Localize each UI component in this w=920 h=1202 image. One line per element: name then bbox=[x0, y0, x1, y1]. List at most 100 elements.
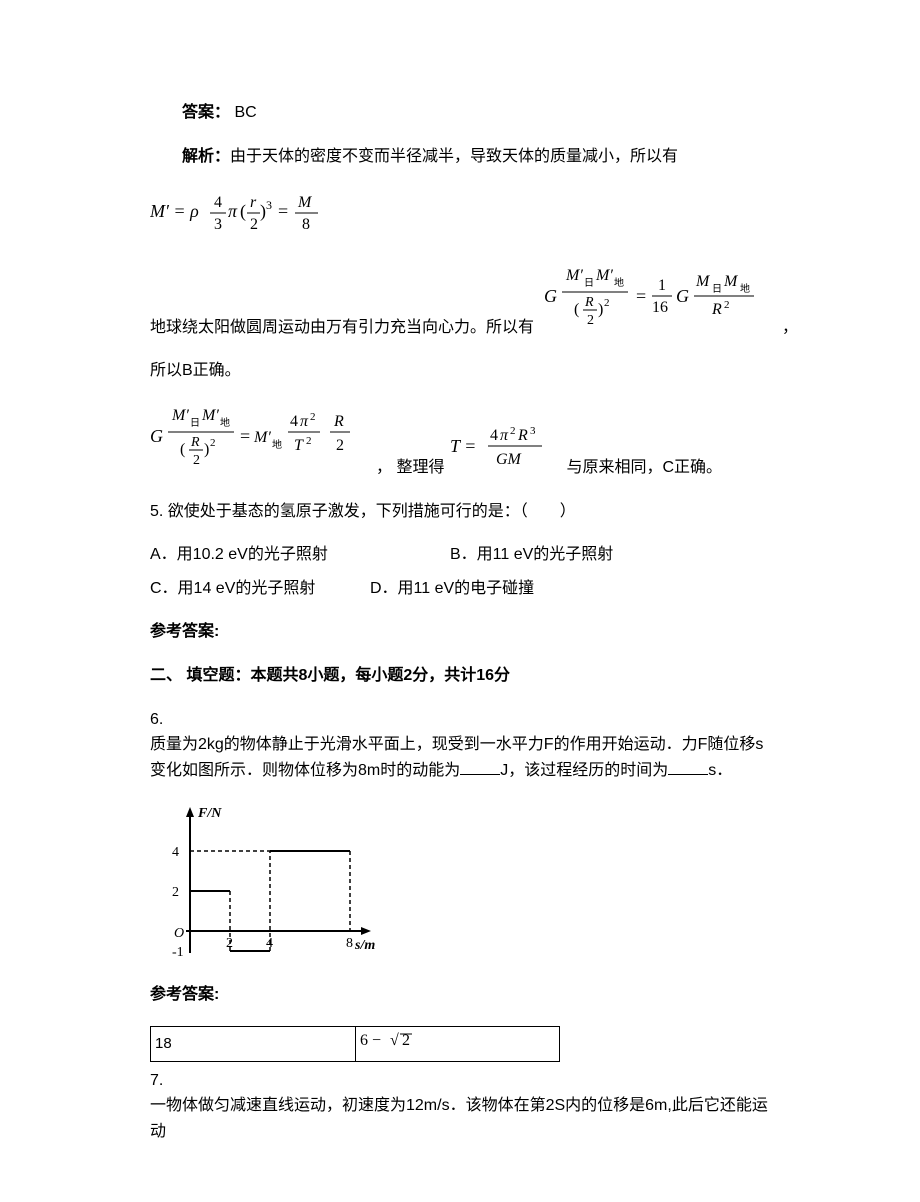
svg-text:GM: GM bbox=[496, 451, 523, 468]
svg-text:2: 2 bbox=[306, 435, 312, 447]
svg-text:T =: T = bbox=[450, 436, 476, 456]
ref-ans-2: 参考答案: bbox=[150, 982, 770, 1008]
svg-text:M: M bbox=[297, 194, 313, 211]
svg-text:3: 3 bbox=[266, 198, 272, 212]
svg-text:3: 3 bbox=[214, 216, 222, 233]
svg-text:(: ( bbox=[180, 441, 185, 458]
svg-text:R: R bbox=[711, 301, 722, 318]
svg-text:2: 2 bbox=[310, 411, 316, 423]
svg-text:G: G bbox=[150, 426, 163, 446]
svg-text:F/N: F/N bbox=[197, 806, 222, 821]
svg-text:π: π bbox=[300, 413, 309, 430]
q5-stem: 5. 欲使处于基态的氢原子激发，下列措施可行的是：（ ） bbox=[150, 499, 770, 525]
svg-text:): ) bbox=[204, 441, 209, 458]
answer-table: 18 6 − √ 2 bbox=[150, 1026, 560, 1062]
svg-text:G: G bbox=[676, 286, 689, 306]
gravity-post: 所以B正确。 bbox=[150, 358, 770, 384]
svg-text:M: M bbox=[695, 273, 711, 290]
svg-text:2: 2 bbox=[193, 453, 200, 468]
svg-text:-1: -1 bbox=[172, 945, 184, 960]
svg-text:8: 8 bbox=[302, 216, 310, 233]
gravity-pre: 地球绕太阳做圆周运动由万有引力充当向心力。所以有 bbox=[150, 315, 534, 341]
svg-text:π: π bbox=[500, 427, 509, 444]
deriv-end: 与原来相同，C正确。 bbox=[566, 455, 722, 481]
q6-blank-1 bbox=[460, 759, 500, 775]
formula-gravity: G M′ 日 M′ 地 ( R 2 ) 2 = 1 16 G M 日 M 地 R bbox=[544, 262, 774, 341]
svg-text:R: R bbox=[190, 435, 200, 450]
formula-deriv-right: T = 4 π 2 R 3 GM bbox=[450, 420, 560, 481]
q6-text-c: s． bbox=[708, 762, 732, 779]
svg-text:日: 日 bbox=[584, 278, 594, 289]
svg-text:2: 2 bbox=[402, 1032, 410, 1049]
ref-ans-1: 参考答案: bbox=[150, 619, 770, 645]
svg-text:2: 2 bbox=[510, 425, 516, 437]
svg-text:M′: M′ bbox=[253, 429, 271, 446]
svg-text:地: 地 bbox=[614, 276, 624, 289]
deriv-mid: ， 整理得 bbox=[376, 455, 444, 481]
svg-text:2: 2 bbox=[604, 297, 610, 309]
svg-text:): ) bbox=[598, 301, 603, 318]
q6-num: 6. bbox=[150, 707, 770, 733]
answer-line: 答案： BC bbox=[150, 100, 770, 126]
svg-text:2: 2 bbox=[210, 437, 216, 449]
q5-options: A．用10.2 eV的光子照射 B．用11 eV的光子照射 C．用14 eV的光… bbox=[150, 542, 770, 601]
svg-text:M: M bbox=[723, 273, 739, 290]
svg-text:地: 地 bbox=[220, 416, 230, 429]
svg-text:R: R bbox=[584, 295, 594, 310]
gravity-comma: ， bbox=[782, 315, 798, 341]
svg-text:6 −: 6 − bbox=[360, 1032, 381, 1049]
formula-deriv-left: G M′ 日 M′ 地 ( R 2 ) 2 = M′ 地 4 π 2 T 2 R… bbox=[150, 402, 370, 481]
svg-text:M′: M′ bbox=[201, 407, 219, 424]
svg-text:4: 4 bbox=[490, 427, 498, 444]
svg-text:r: r bbox=[250, 194, 257, 211]
q5-opt-b: B．用11 eV的光子照射 bbox=[450, 542, 613, 568]
svg-text:T: T bbox=[294, 437, 304, 454]
q5-opt-c: C．用14 eV的光子照射 bbox=[150, 576, 370, 602]
svg-text:M′: M′ bbox=[565, 267, 583, 284]
svg-text:4: 4 bbox=[214, 194, 222, 211]
analysis-label: 解析： bbox=[182, 148, 230, 165]
svg-text:π: π bbox=[228, 201, 238, 221]
q7-num: 7. bbox=[150, 1068, 770, 1094]
svg-text:M′: M′ bbox=[171, 407, 189, 424]
svg-text:2: 2 bbox=[724, 299, 730, 311]
svg-text:日: 日 bbox=[712, 284, 722, 295]
analysis-line: 解析：由于天体的密度不变而半径减半，导致天体的质量减小，所以有 bbox=[150, 144, 770, 170]
q6-text: 质量为2kg的物体静止于光滑水平面上，现受到一水平力F的作用开始运动．力F随位移… bbox=[150, 732, 770, 783]
svg-text:地: 地 bbox=[272, 438, 282, 451]
q7-text: 一物体做匀减速直线运动，初速度为12m/s．该物体在第2S内的位移是6m,此后它… bbox=[150, 1093, 770, 1144]
svg-text:4: 4 bbox=[290, 413, 298, 430]
svg-text:2: 2 bbox=[172, 885, 179, 900]
svg-text:=: = bbox=[278, 201, 288, 221]
gravity-line: 地球绕太阳做圆周运动由万有引力充当向心力。所以有 G M′ 日 M′ 地 ( R… bbox=[150, 262, 770, 341]
q5-opt-a: A．用10.2 eV的光子照射 bbox=[150, 542, 450, 568]
svg-text:16: 16 bbox=[652, 299, 668, 316]
svg-text:O: O bbox=[174, 926, 184, 941]
svg-text:s/m: s/m bbox=[354, 938, 375, 953]
svg-text:地: 地 bbox=[740, 282, 750, 295]
answer-value: BC bbox=[230, 104, 257, 121]
svg-text:2: 2 bbox=[587, 313, 594, 328]
q6-text-b: J，该过程经历的时间为 bbox=[500, 762, 668, 779]
table-row: 18 6 − √ 2 bbox=[151, 1026, 560, 1061]
svg-text:日: 日 bbox=[190, 418, 200, 429]
svg-text:2: 2 bbox=[336, 437, 344, 454]
q5-opt-d: D．用11 eV的电子碰撞 bbox=[370, 576, 534, 602]
force-chart: F/Ns/mO-124248 bbox=[150, 801, 770, 970]
analysis-text: 由于天体的密度不变而半径减半，导致天体的质量减小，所以有 bbox=[230, 148, 678, 165]
answer-label: 答案： bbox=[182, 104, 230, 121]
svg-text:M′ = ρ: M′ = ρ bbox=[150, 201, 199, 221]
svg-text:4: 4 bbox=[172, 845, 179, 860]
q6-blank-2 bbox=[668, 759, 708, 775]
svg-text:8: 8 bbox=[346, 936, 353, 951]
ans-cell-1: 18 bbox=[151, 1026, 356, 1061]
svg-text:M′: M′ bbox=[595, 267, 613, 284]
svg-text:G: G bbox=[544, 286, 557, 306]
svg-text:=: = bbox=[240, 426, 250, 446]
svg-text:=: = bbox=[636, 286, 646, 306]
svg-text:R: R bbox=[517, 427, 528, 444]
section-2-header: 二、 填空题：本题共8小题，每小题2分，共计16分 bbox=[150, 663, 770, 689]
svg-text:(: ( bbox=[574, 301, 579, 318]
ans-cell-2: 6 − √ 2 bbox=[355, 1026, 560, 1061]
svg-text:(: ( bbox=[240, 201, 246, 222]
